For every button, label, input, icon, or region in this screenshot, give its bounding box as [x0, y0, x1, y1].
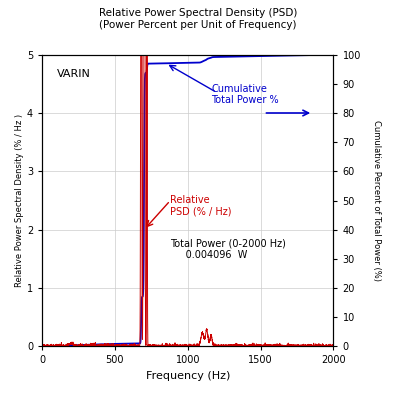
Text: Relative Power Spectral Density (PSD)
(Power Percent per Unit of Frequency): Relative Power Spectral Density (PSD) (P… [99, 8, 297, 30]
Text: Total Power (0-2000 Hz)
     0.004096  W: Total Power (0-2000 Hz) 0.004096 W [170, 238, 286, 260]
Y-axis label: Relative Power Spectral Density (% / Hz ): Relative Power Spectral Density (% / Hz … [15, 114, 24, 287]
Text: Cumulative
Total Power %: Cumulative Total Power % [211, 84, 279, 105]
X-axis label: Frequency (Hz): Frequency (Hz) [146, 371, 230, 381]
Text: Relative
PSD (% / Hz): Relative PSD (% / Hz) [170, 195, 232, 216]
Y-axis label: Cumulative Percent of Total Power (%): Cumulative Percent of Total Power (%) [372, 120, 381, 281]
Text: VARIN: VARIN [57, 69, 91, 79]
